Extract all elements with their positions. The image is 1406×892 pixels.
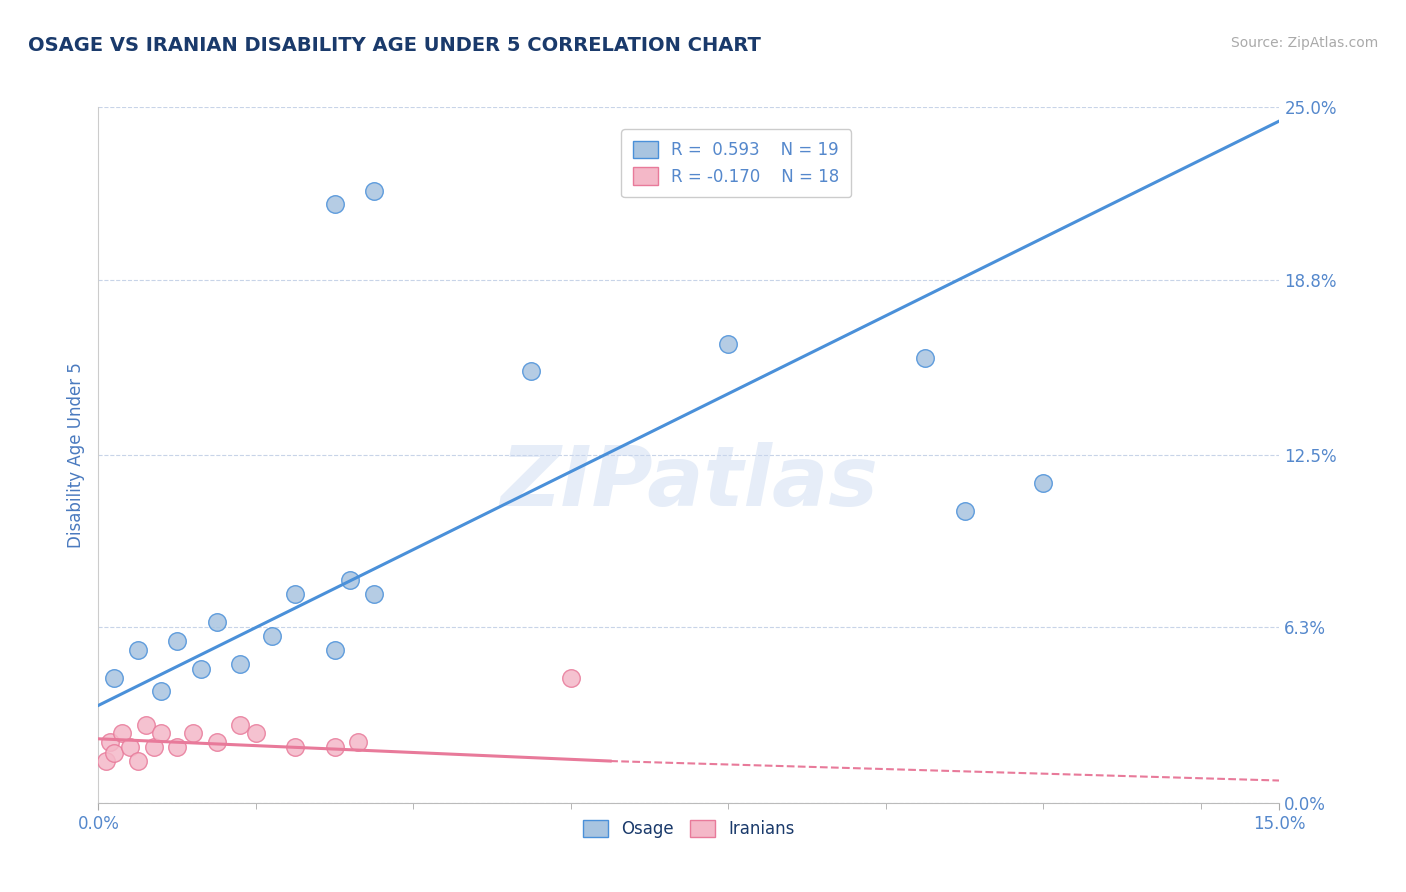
Legend: R =  0.593    N = 19, R = -0.170    N = 18: R = 0.593 N = 19, R = -0.170 N = 18	[621, 129, 851, 197]
Point	[205, 615, 228, 629]
Point	[560, 671, 582, 685]
Point	[166, 634, 188, 648]
Point	[323, 740, 346, 755]
Point	[347, 734, 370, 748]
Point	[127, 642, 149, 657]
Point	[260, 629, 283, 643]
Point	[127, 754, 149, 768]
Point	[323, 197, 346, 211]
Point	[520, 364, 543, 378]
Y-axis label: Disability Age Under 5: Disability Age Under 5	[66, 362, 84, 548]
Point	[103, 671, 125, 685]
Point	[229, 718, 252, 732]
Point	[717, 336, 740, 351]
Point	[98, 734, 121, 748]
Point	[103, 746, 125, 760]
Point	[96, 754, 118, 768]
Point	[190, 662, 212, 676]
Point	[245, 726, 267, 740]
Point	[914, 351, 936, 365]
Point	[339, 573, 361, 587]
Point	[323, 642, 346, 657]
Point	[181, 726, 204, 740]
Point	[118, 740, 141, 755]
Point	[953, 503, 976, 517]
Point	[150, 684, 173, 698]
Point	[229, 657, 252, 671]
Point	[166, 740, 188, 755]
Point	[150, 726, 173, 740]
Point	[284, 740, 307, 755]
Point	[205, 734, 228, 748]
Point	[135, 718, 157, 732]
Point	[363, 184, 385, 198]
Point	[363, 587, 385, 601]
Text: Source: ZipAtlas.com: Source: ZipAtlas.com	[1230, 36, 1378, 50]
Text: ZIPatlas: ZIPatlas	[501, 442, 877, 524]
Point	[284, 587, 307, 601]
Point	[1032, 475, 1054, 490]
Text: OSAGE VS IRANIAN DISABILITY AGE UNDER 5 CORRELATION CHART: OSAGE VS IRANIAN DISABILITY AGE UNDER 5 …	[28, 36, 761, 54]
Point	[142, 740, 165, 755]
Point	[111, 726, 134, 740]
